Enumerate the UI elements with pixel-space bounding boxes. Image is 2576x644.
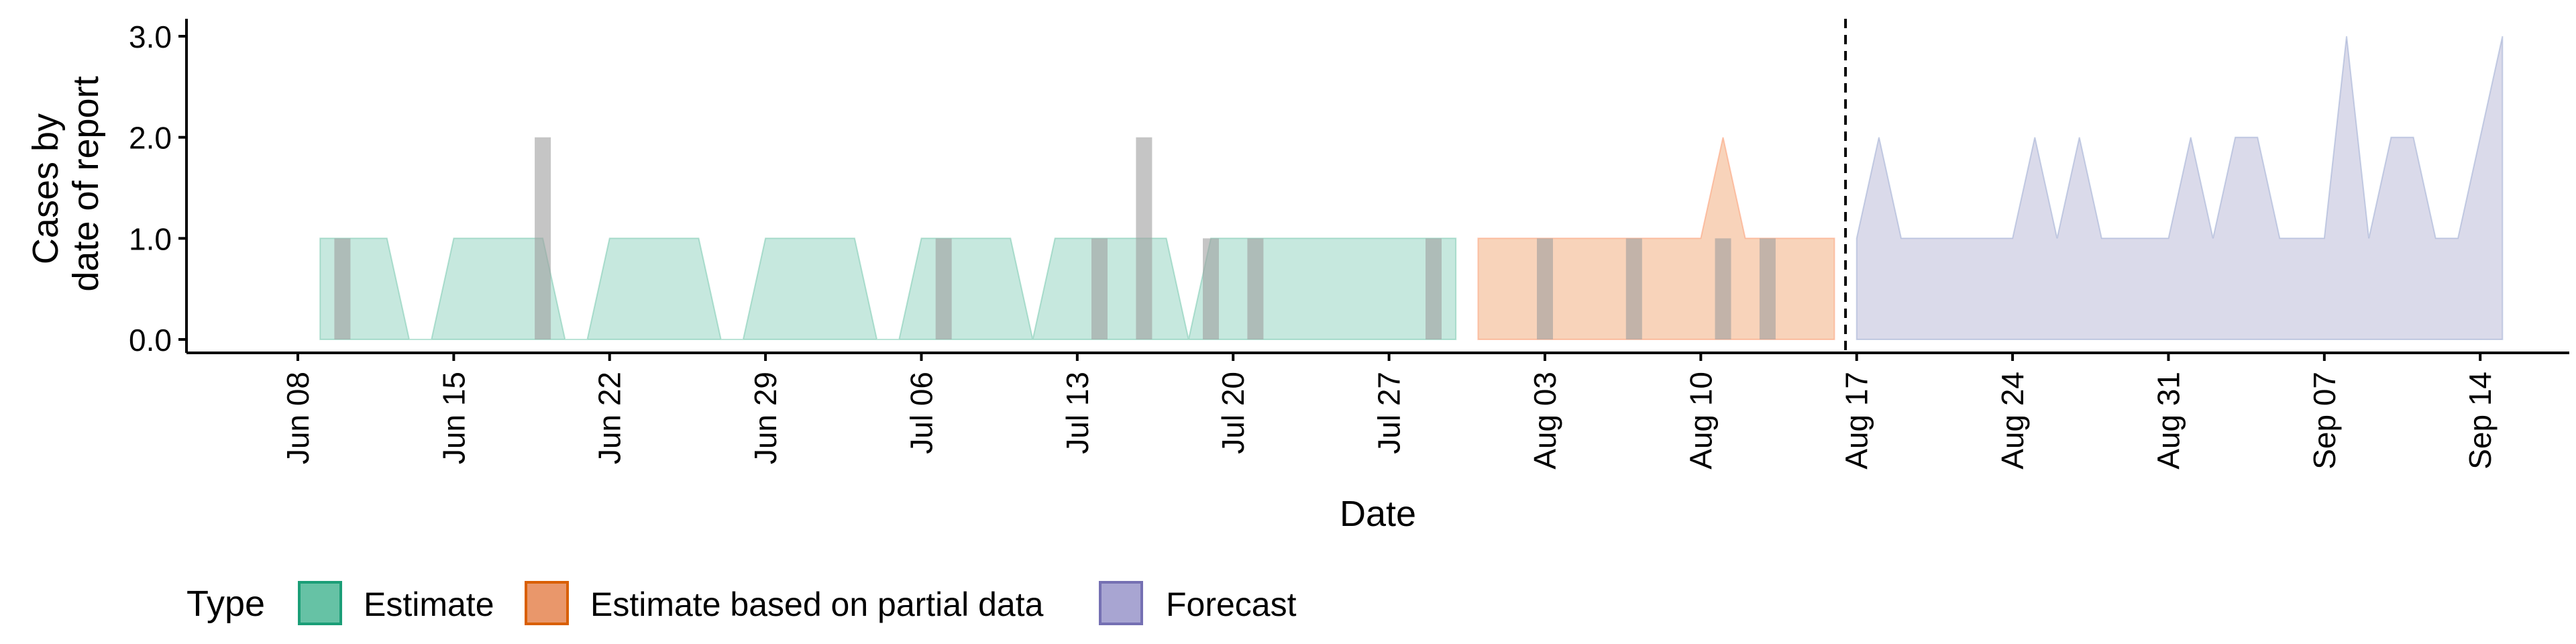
reported-case-bar <box>334 238 351 339</box>
y-axis-ticks: 0.0 1.0 2.0 3.0 <box>129 19 186 358</box>
x-tick-label: Jul 06 <box>904 372 939 454</box>
x-tick-label: Aug 17 <box>1839 372 1874 470</box>
reported-case-bar <box>1247 238 1264 339</box>
reported-case-bar <box>1136 137 1152 339</box>
x-tick-label: Aug 31 <box>2151 372 2186 470</box>
reported-case-bar <box>1759 238 1776 339</box>
y-axis-title-line-1: Cases by <box>25 113 66 264</box>
y-tick-label: 3.0 <box>129 19 172 54</box>
reported-case-bar <box>935 238 952 339</box>
x-tick-label: Jul 13 <box>1060 372 1095 454</box>
legend-label-forecast: Forecast <box>1166 586 1297 623</box>
x-tick-label: Sep 14 <box>2463 372 2498 470</box>
legend-label-estimate: Estimate <box>364 586 494 623</box>
legend-label-partial: Estimate based on partial data <box>590 586 1044 623</box>
x-axis-ticks: Jun 08 Jun 15 Jun 22 Jun 29 Jul 06 Jul 13 Jul … <box>280 353 2498 470</box>
y-axis-title: Cases by date of report <box>25 76 106 291</box>
x-tick-label: Aug 03 <box>1527 372 1562 470</box>
x-tick-label: Jun 08 <box>280 372 315 464</box>
reported-case-bar <box>1537 238 1553 339</box>
x-tick-label: Jun 15 <box>436 372 471 464</box>
legend-key-estimate <box>298 581 342 625</box>
x-tick-label: Aug 10 <box>1683 372 1718 470</box>
legend-key-forecast <box>1099 581 1143 625</box>
y-tick-label: 0.0 <box>129 323 172 358</box>
reported-case-bar <box>535 137 551 339</box>
y-tick-label: 1.0 <box>129 221 172 256</box>
x-tick-label: Jun 22 <box>592 372 627 464</box>
reported-case-bars <box>334 137 1776 339</box>
chart-areas <box>319 36 2504 340</box>
x-tick-label: Jul 27 <box>1372 372 1407 454</box>
area-estimate <box>319 237 1457 340</box>
x-axis-title: Date <box>1340 494 1416 534</box>
x-tick-label: Sep 07 <box>2307 372 2342 470</box>
reported-case-bar <box>1426 238 1442 339</box>
x-tick-label: Aug 24 <box>1995 372 2030 470</box>
legend-title: Type <box>186 584 265 624</box>
area-estimate-based-on-partial-data <box>1477 137 1835 340</box>
reported-case-bar <box>1625 238 1642 339</box>
reported-case-bar <box>1715 238 1731 339</box>
area-forecast <box>1856 36 2504 340</box>
legend-key-partial <box>525 581 569 625</box>
y-axis-title-line-2: date of report <box>66 76 106 291</box>
x-tick-label: Jun 29 <box>748 372 783 464</box>
y-tick-label: 2.0 <box>129 121 172 156</box>
legend: Type Estimate Estimate based on partial … <box>186 581 1297 625</box>
reported-case-bar <box>1203 238 1219 339</box>
x-tick-label: Jul 20 <box>1216 372 1250 454</box>
reported-case-bar <box>1091 238 1108 339</box>
